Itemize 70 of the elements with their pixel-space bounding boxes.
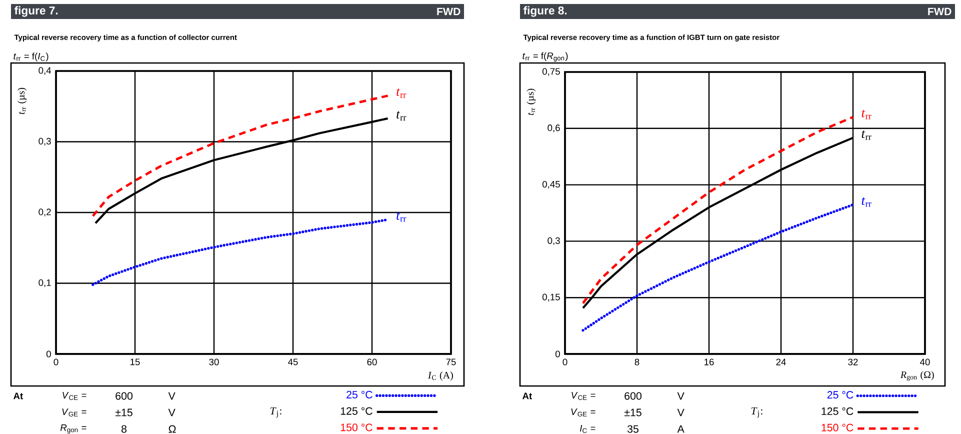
- annotation: t$_{rr}$: [396, 212, 406, 222]
- y-tick-label: 0: [555, 350, 560, 358]
- y-tick-label: 0,1: [38, 279, 51, 288]
- text: 125 °C: [340, 407, 372, 415]
- text: V: [168, 392, 176, 400]
- y-axis-title: t$_{rr}$ (µs): [526, 88, 536, 116]
- x-tick-label: 30: [209, 358, 219, 366]
- text: 150 °C: [340, 424, 372, 432]
- chart-title: figure 7.: [14, 6, 58, 17]
- text: At: [522, 392, 532, 400]
- x-axis-title: R$_{gon}$ (Ω): [900, 371, 934, 381]
- text: V$_{CE}$ =: [62, 392, 86, 400]
- text: R$_{gon}$ =: [60, 424, 86, 434]
- text: V: [677, 392, 684, 400]
- text: V$_{GE}$ =: [571, 408, 596, 416]
- x-tick-label: 15: [130, 358, 140, 366]
- text: V: [677, 408, 684, 416]
- x-tick-label: 32: [848, 358, 858, 366]
- text: V$_{CE}$ =: [572, 392, 596, 400]
- x-tick-label: 75: [446, 358, 456, 366]
- x-axis-title: I$_{C}$ (A): [428, 372, 453, 381]
- annotation: t$_{rr}$: [862, 130, 872, 140]
- text: Ω: [168, 425, 176, 433]
- y-tick-label: 0,2: [38, 208, 51, 216]
- x-tick-label: 0: [562, 358, 568, 366]
- line-series: [92, 218, 390, 286]
- y-tick-label: 0,15: [542, 294, 560, 302]
- annotation: t$_{rr}$: [396, 88, 406, 98]
- y-tick-label: 0,75: [542, 68, 560, 76]
- text: t$_{rr}$ = f(I$_{C}$): [14, 52, 48, 62]
- text: t$_{rr}$ = f(R$_{gon}$): [522, 52, 568, 62]
- y-tick-label: 0,3: [548, 237, 560, 246]
- chart-title: figure 8.: [523, 6, 567, 17]
- y-tick-label: 0,3: [38, 138, 51, 146]
- y-tick-label: 0,45: [542, 180, 560, 189]
- text: 8: [122, 425, 126, 433]
- text: 150 °C: [822, 424, 854, 432]
- text: ±15: [624, 408, 642, 416]
- x-tick-label: 40: [920, 358, 930, 366]
- text: A: [677, 425, 684, 433]
- text: 25 °C: [346, 390, 372, 398]
- line-series: [94, 117, 389, 224]
- x-tick-label: 24: [776, 358, 786, 366]
- legend-title: T$_{j}$:: [270, 407, 282, 418]
- text: 25 °C: [827, 391, 854, 399]
- text: I$_{C}$ =: [580, 425, 596, 433]
- text: V: [168, 408, 176, 416]
- text: ±15: [115, 408, 132, 416]
- text: 125 °C: [822, 407, 854, 415]
- text: 600: [116, 392, 132, 400]
- text: FWD: [928, 8, 952, 16]
- text: At: [14, 392, 24, 400]
- y-tick-label: 0,4: [38, 67, 52, 75]
- annotation: t$_{rr}$: [396, 110, 406, 120]
- y-axis-title: t$_{rr}$ (µs): [18, 88, 27, 114]
- y-tick-label: 0: [46, 350, 51, 358]
- y-tick-label: 0,6: [548, 124, 560, 132]
- annotation: t$_{rr}$: [862, 197, 872, 207]
- text: FWD: [437, 8, 460, 16]
- line-series: [92, 94, 389, 218]
- x-tick-label: 60: [367, 358, 377, 366]
- x-tick-label: 16: [704, 358, 714, 366]
- legend-title: T$_{j}$:: [751, 407, 762, 418]
- text: V$_{GE}$ =: [62, 408, 86, 416]
- annotation: t$_{rr}$: [862, 110, 872, 120]
- x-tick-label: 45: [288, 358, 298, 366]
- x-tick-label: 8: [634, 358, 640, 366]
- text: 600: [624, 392, 642, 400]
- x-tick-label: 0: [54, 358, 58, 366]
- text: 35: [627, 425, 638, 433]
